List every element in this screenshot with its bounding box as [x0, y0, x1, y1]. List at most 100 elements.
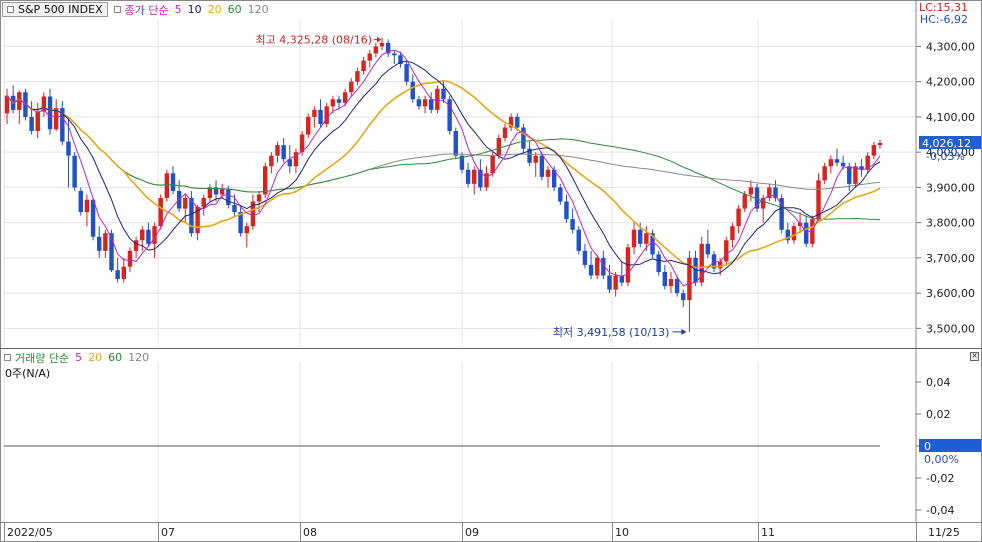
- candle: [29, 101, 34, 135]
- candle-body: [828, 159, 834, 167]
- candle-body: [650, 233, 655, 255]
- candle: [779, 194, 784, 234]
- candle-body: [859, 166, 864, 170]
- candle-body: [459, 155, 465, 170]
- candle: [306, 113, 311, 139]
- candle: [668, 271, 674, 294]
- candle-body: [367, 53, 372, 61]
- candle-body: [17, 92, 22, 110]
- candle: [72, 152, 77, 191]
- hc-label: HC:-6,92: [919, 13, 968, 26]
- candle-body: [810, 219, 815, 244]
- candle: [515, 113, 520, 132]
- volume-current-label: 0: [924, 440, 931, 453]
- candle-body: [773, 187, 778, 198]
- candle: [109, 229, 114, 272]
- candle-body: [576, 229, 581, 251]
- candle: [674, 275, 680, 297]
- candle-body: [336, 99, 342, 103]
- candle: [213, 180, 219, 202]
- candle-body: [293, 152, 299, 167]
- vol-y-tick-label: -0,02: [926, 472, 954, 485]
- candle-body: [656, 254, 661, 272]
- candle: [435, 85, 440, 114]
- ma-period-10: 10: [187, 3, 202, 16]
- candle-body: [588, 264, 594, 276]
- candle-body: [515, 116, 520, 128]
- candle-body: [140, 229, 145, 241]
- candle-body: [127, 250, 133, 267]
- candle-body: [785, 229, 790, 241]
- candle: [262, 162, 268, 198]
- candle-body: [760, 197, 766, 209]
- candle: [35, 102, 40, 139]
- candle-body: [404, 64, 409, 82]
- candle: [78, 187, 83, 216]
- candle: [588, 250, 594, 280]
- candle-body: [730, 226, 735, 241]
- low-annotation: 최저 3,491,58 (10/13): [553, 326, 670, 339]
- candle: [367, 49, 372, 68]
- candle: [564, 194, 569, 223]
- ma-60-line: [6, 95, 881, 221]
- candle-body: [687, 257, 692, 301]
- volume-current-box: [919, 439, 981, 452]
- candle: [422, 95, 428, 114]
- volume-settings-square-icon[interactable]: [4, 354, 11, 361]
- candle-body: [262, 166, 268, 195]
- candle-body: [564, 201, 569, 220]
- ma-10-line: [6, 60, 881, 275]
- vol-y-tick-label: 0,02: [926, 408, 951, 421]
- candle: [681, 289, 686, 308]
- candle: [152, 222, 157, 258]
- candle: [324, 102, 329, 128]
- candle: [312, 106, 317, 128]
- candle: [201, 194, 206, 216]
- candle: [281, 138, 286, 163]
- candle: [539, 152, 545, 181]
- candle-body: [195, 206, 200, 234]
- settings-square-icon: [7, 6, 14, 13]
- candle: [724, 236, 729, 265]
- ma-period-60: 60: [227, 3, 242, 16]
- candle-body: [804, 222, 809, 244]
- candle-body: [324, 106, 329, 124]
- close-panel-icon[interactable]: ✕: [970, 352, 979, 361]
- vol-ma-period-5: 5: [75, 351, 83, 364]
- candle-body: [791, 226, 797, 241]
- ma-5-line: [6, 49, 881, 287]
- candle: [84, 194, 90, 227]
- candle-body: [330, 99, 336, 107]
- symbol-selector[interactable]: S&P 500 INDEX: [2, 2, 108, 17]
- candle: [207, 183, 213, 202]
- ma-title: 종가 단순: [124, 3, 169, 17]
- candle-body: [527, 148, 532, 163]
- candle: [754, 183, 760, 213]
- candle-body: [847, 166, 852, 184]
- candle: [705, 229, 711, 258]
- symbol-label: S&P 500 INDEX: [18, 3, 103, 16]
- candle: [558, 183, 563, 206]
- ma-period-20: 20: [207, 3, 222, 16]
- candle-body: [705, 243, 711, 255]
- candle: [238, 205, 243, 237]
- candle: [379, 37, 385, 50]
- candle: [472, 166, 477, 195]
- candle-body: [349, 81, 354, 93]
- candle-body: [201, 197, 206, 207]
- candle: [373, 42, 379, 58]
- candle: [484, 166, 489, 191]
- candle-body: [219, 189, 225, 195]
- vol-ma-period-60: 60: [108, 351, 123, 364]
- lc-label: LC:15,31: [918, 1, 968, 14]
- candle: [392, 49, 397, 65]
- candle-body: [244, 226, 249, 234]
- candle: [318, 99, 323, 128]
- candle-body: [767, 187, 772, 198]
- candle: [133, 236, 139, 258]
- volume-current-change: 0,00%: [924, 453, 959, 466]
- current-price-box: [919, 135, 981, 149]
- candle: [47, 88, 53, 135]
- ma-settings-square-icon[interactable]: [113, 6, 121, 13]
